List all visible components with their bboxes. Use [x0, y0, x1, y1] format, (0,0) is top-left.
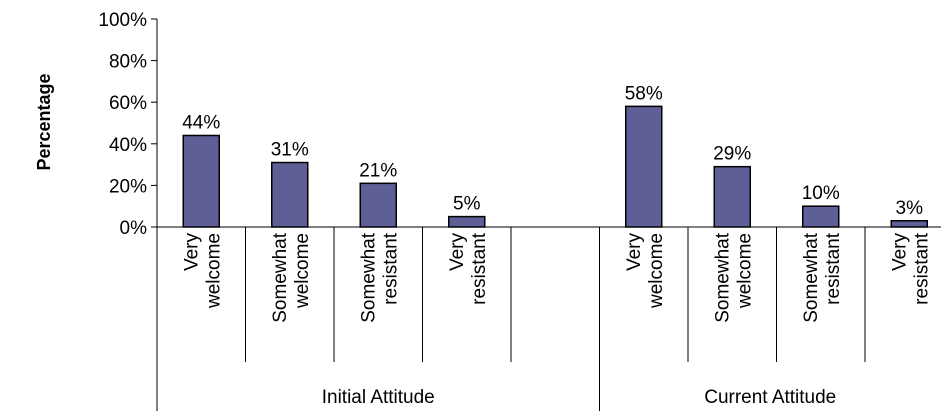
bars: 44% 31% 21% 5% 58% 29% 10% 3% [182, 83, 928, 228]
y-axis-label: Percentage [34, 73, 54, 170]
category-label: Somewhatresistant [801, 232, 844, 322]
data-label: 58% [625, 83, 663, 104]
category-label: Somewhatwelcome [270, 232, 313, 322]
bar [625, 105, 663, 228]
group-label: Initial Attitude [322, 387, 435, 408]
y-tick-label: 100% [98, 10, 147, 31]
y-axis: 0% 20% 40% 60% 80% 100% [98, 10, 158, 239]
bar [802, 205, 840, 228]
data-label: 3% [896, 198, 924, 219]
data-label: 10% [802, 183, 840, 204]
bar [359, 182, 397, 228]
category-label: Verywelcome [181, 233, 224, 309]
data-label: 31% [271, 140, 309, 161]
y-tick-label: 20% [109, 176, 147, 197]
y-tick-label: 60% [109, 93, 147, 114]
category-label: Somewhatwelcome [712, 232, 755, 322]
category-label: Verywelcome [624, 233, 667, 309]
category-label: Veryresistant [889, 232, 932, 305]
data-label: 21% [359, 160, 397, 181]
bar [271, 161, 309, 228]
bar [448, 215, 486, 228]
x-axis: Verywelcome Somewhatwelcome Somewhatresist… [156, 226, 941, 411]
bar [890, 220, 928, 228]
data-label: 44% [182, 112, 220, 133]
group-label: Current Attitude [704, 387, 836, 408]
category-label: Somewhatresistant [358, 232, 401, 322]
y-tick-label: 0% [120, 218, 148, 239]
y-tick-label: 40% [109, 135, 147, 156]
data-label: 29% [713, 144, 751, 165]
y-tick-label: 80% [109, 52, 147, 73]
category-label: Veryresistant [447, 232, 490, 305]
bar [182, 134, 220, 228]
data-label: 5% [453, 194, 481, 215]
bar [713, 165, 751, 228]
